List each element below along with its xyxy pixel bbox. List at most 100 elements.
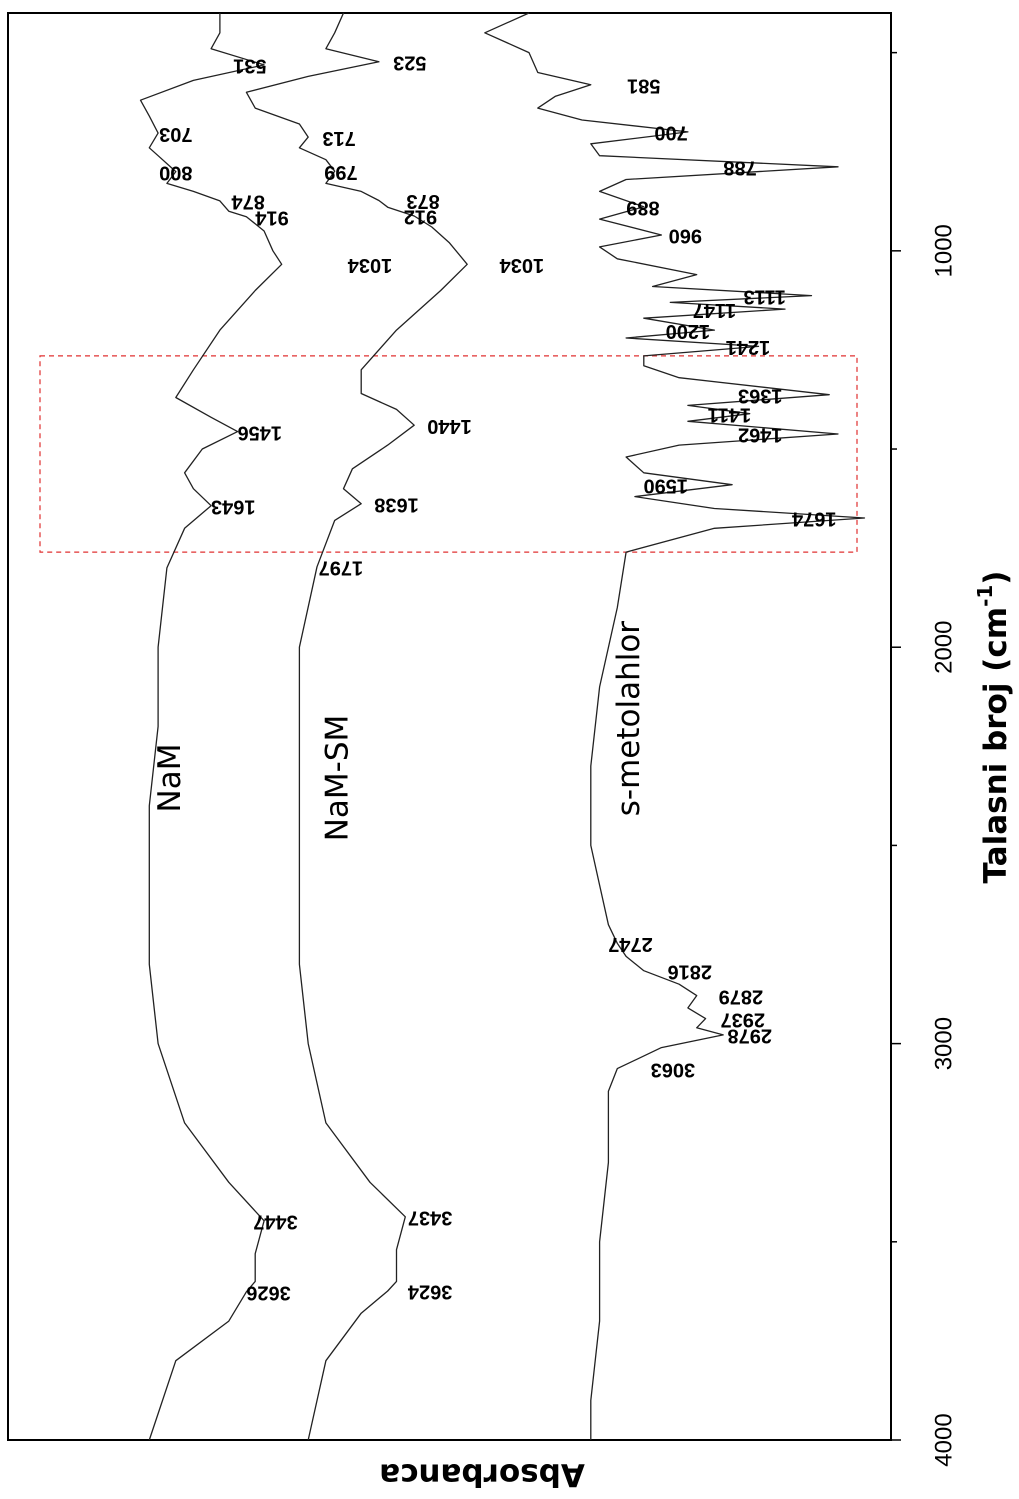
peak-label-group: 3447	[253, 1211, 298, 1233]
peak-label-s-metolahlor-1590: 1590	[644, 474, 689, 496]
peak-label-group: 914	[254, 206, 288, 228]
peak-label-s-metolahlor-889: 889	[626, 197, 659, 219]
x-axis-title-group: Talasni broj (cm-1)	[973, 571, 1014, 884]
y-axis-title: Absorbanca	[379, 1457, 585, 1493]
peak-label-nam-874: 874	[231, 191, 265, 213]
peak-label-group: 1674	[791, 508, 836, 530]
series-line-nam-sm	[245, 12, 468, 1441]
x-axis-title-sup: -1	[973, 585, 997, 607]
peak-label-group: 2816	[667, 960, 712, 982]
peak-label-nam-531: 531	[233, 55, 266, 77]
x-tick-label-1000: 1000	[930, 224, 957, 277]
series-line-s-metolahlor	[484, 12, 866, 1440]
peak-label-group: 1797	[319, 557, 364, 579]
peak-label-group: 800	[159, 161, 192, 183]
peak-label-group: 3063	[651, 1058, 696, 1080]
peak-label-nam-sm-523: 523	[393, 52, 426, 74]
peak-label-s-metolahlor-581: 581	[627, 74, 660, 96]
series-layer	[139, 12, 866, 1441]
peak-label-nam-1456: 1456	[237, 421, 282, 443]
peak-label-group: 1147	[693, 299, 736, 321]
peak-label-group: 1113	[744, 285, 786, 307]
peak-label-nam-sm-1797: 1797	[319, 557, 364, 579]
peak-label-group: 581	[627, 74, 660, 96]
peak-label-nam-914: 914	[254, 206, 288, 228]
peak-label-nam-1643: 1643	[211, 495, 256, 517]
peak-label-group: 1034	[499, 254, 544, 276]
highlight-region	[39, 355, 858, 553]
peak-label-s-metolahlor-2937: 2937	[720, 1008, 765, 1030]
peak-label-group: 1034	[347, 254, 392, 276]
x-tick-label-group: 2000	[930, 621, 957, 674]
series-label-group: NaM	[152, 744, 188, 813]
peak-label-group: 1462	[738, 424, 783, 446]
peak-label-group: 2747	[608, 933, 653, 955]
peak-label-group: 1456	[237, 421, 282, 443]
peak-label-nam-3626: 3626	[246, 1282, 291, 1304]
peak-label-nam-sm-713: 713	[322, 127, 355, 149]
peak-label-s-metolahlor-1113: 1113	[744, 285, 786, 307]
peak-label-group: 788	[723, 157, 756, 179]
y-axis-title-group: Absorbanca	[379, 1457, 585, 1493]
x-tick-label-group: 1000	[930, 224, 957, 277]
peak-label-nam-800: 800	[159, 161, 192, 183]
peak-label-group: 873	[406, 190, 439, 212]
peak-label-group: 1411	[708, 403, 751, 425]
x-tick-label-2000: 2000	[930, 621, 957, 674]
peak-label-nam-1034: 1034	[347, 254, 392, 276]
series-label-s-metolahlor: s-metolahlor	[611, 621, 647, 817]
peak-label-group: 713	[322, 127, 355, 149]
series-label-group: NaM-SM	[320, 715, 356, 842]
peak-label-group: 1638	[374, 493, 419, 515]
x-axis-title: Talasni broj (cm-1)	[973, 571, 1014, 884]
peak-label-group: 700	[654, 122, 687, 144]
peak-label-nam-sm-1440: 1440	[427, 415, 472, 437]
peak-label-group: 531	[233, 55, 266, 77]
plot-frame	[7, 12, 892, 1441]
peak-label-s-metolahlor-1674: 1674	[791, 508, 836, 530]
peak-label-s-metolahlor-1200: 1200	[666, 320, 711, 342]
peak-label-group: 1590	[644, 474, 689, 496]
series-line-nam	[139, 13, 283, 1441]
peak-label-s-metolahlor-1363: 1363	[738, 384, 783, 406]
peak-label-group: 1440	[427, 415, 472, 437]
series-label-group: s-metolahlor	[611, 621, 647, 817]
peak-label-s-metolahlor-2879: 2879	[719, 985, 764, 1007]
peak-label-group: 523	[393, 52, 426, 74]
peak-label-nam-sm-799: 799	[324, 161, 357, 183]
peak-label-group: 3624	[407, 1281, 452, 1303]
peak-label-group: 2937	[720, 1008, 765, 1030]
peak-label-nam-sm-912: 912	[404, 206, 437, 228]
peak-label-s-metolahlor-2747: 2747	[608, 933, 653, 955]
series-labels: s-metolahlor NaM-SM NaM	[152, 621, 647, 842]
peak-label-group: 2978	[727, 1025, 772, 1047]
x-axis-ticks: 1000 2000 3000 4000	[891, 51, 957, 1467]
x-tick-label-4000: 4000	[930, 1413, 957, 1466]
peak-label-group: 1363	[738, 384, 783, 406]
peak-label-s-metolahlor-960: 960	[669, 225, 702, 247]
peak-label-group: 889	[626, 197, 659, 219]
peak-label-nam-sm-873: 873	[406, 190, 439, 212]
peak-label-group: 1241	[726, 336, 771, 358]
peak-label-nam-703: 703	[159, 123, 192, 145]
peak-label-group: 1200	[666, 320, 711, 342]
peak-label-nam-sm-1034: 1034	[499, 254, 544, 276]
peak-label-s-metolahlor-1147: 1147	[693, 299, 736, 321]
x-tick-label-group: 3000	[930, 1017, 957, 1070]
series-label-nam: NaM	[152, 744, 188, 813]
peak-label-group: 960	[669, 225, 702, 247]
peak-label-s-metolahlor-2978: 2978	[727, 1025, 772, 1047]
x-axis-title-main: Talasni broj (cm	[978, 607, 1014, 884]
x-tick-label-group: 4000	[930, 1413, 957, 1466]
peak-label-group: 799	[324, 161, 357, 183]
series-label-nam-sm: NaM-SM	[320, 715, 356, 842]
peak-label-s-metolahlor-3063: 3063	[651, 1058, 696, 1080]
peak-label-s-metolahlor-2816: 2816	[667, 960, 712, 982]
peak-label-group: 1643	[211, 495, 256, 517]
x-tick-label-3000: 3000	[930, 1017, 957, 1070]
peak-label-group: 3626	[246, 1282, 291, 1304]
peak-label-s-metolahlor-1241: 1241	[726, 336, 771, 358]
peak-label-s-metolahlor-700: 700	[654, 122, 687, 144]
peak-label-group: 874	[231, 191, 265, 213]
